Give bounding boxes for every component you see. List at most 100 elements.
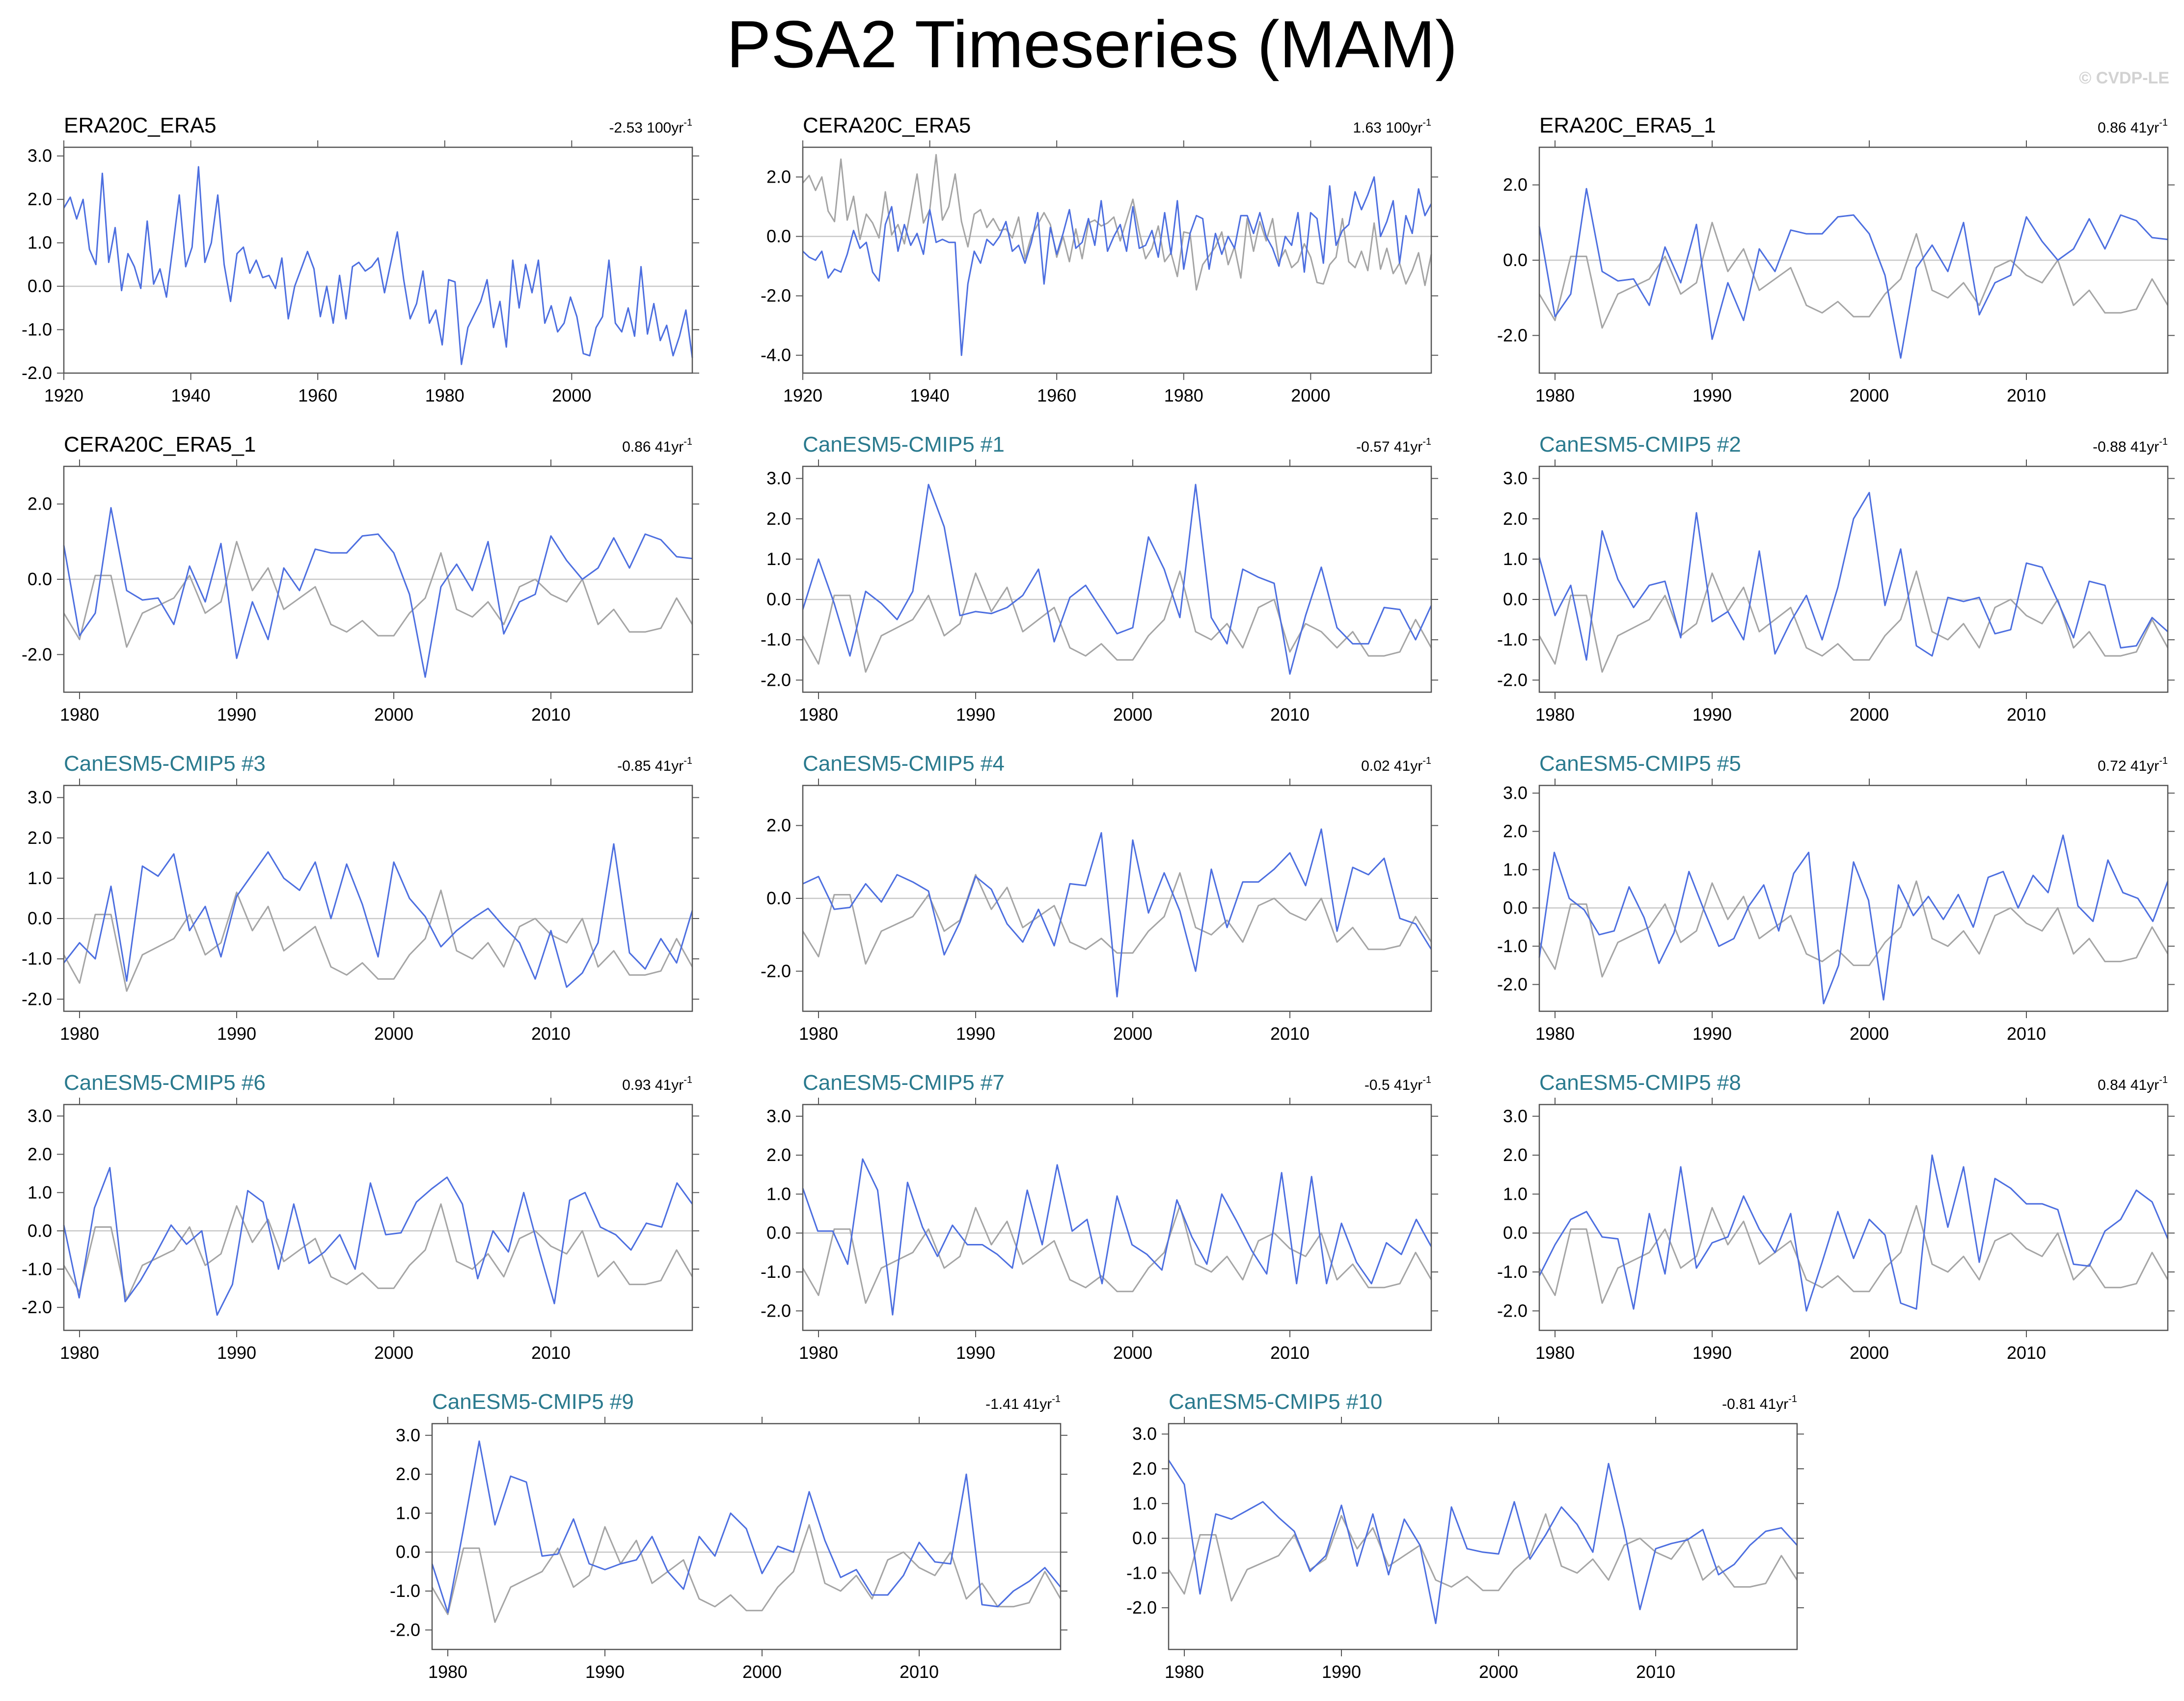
x-tick-label: 2010: [900, 1662, 939, 1682]
x-tick-label: 2000: [1850, 1024, 1889, 1044]
x-tick-label: 1980: [799, 704, 838, 725]
x-tick-label: 2000: [374, 1343, 413, 1363]
y-tick-label: 2.0: [766, 815, 791, 836]
plot-frame: [1538, 465, 2169, 693]
plot-frame: [1538, 784, 2169, 1012]
trend-label: -1.41 41yr-1: [985, 1394, 1061, 1412]
y-tick-label: 0.0: [1503, 897, 1528, 918]
x-tick-label: 1980: [799, 1024, 838, 1044]
observations-line: [1538, 570, 2169, 673]
y-tick-label: -2.0: [1497, 974, 1528, 994]
y-tick-label: -2.0: [761, 1300, 791, 1321]
y-tick-label: 2.0: [396, 1464, 420, 1484]
panel-14: CanESM5-CMIP5 #10 -0.81 41yr-1 3.0 2.0 1.0 0.…: [1126, 1390, 1804, 1682]
y-tick-label: -2.0: [22, 989, 52, 1009]
member-line: [63, 1167, 693, 1316]
trend-label: 0.72 41yr-1: [2098, 756, 2168, 774]
y-tick-label: 3.0: [27, 146, 52, 166]
y-tick-label: 3.0: [1503, 783, 1528, 803]
panel-title: CanESM5-CMIP5 #7: [803, 1071, 1005, 1095]
x-tick-label: 1990: [1322, 1662, 1361, 1682]
x-tick-label: 1980: [60, 704, 99, 725]
x-tick-label: 1990: [1693, 704, 1732, 725]
y-tick-label: 0.0: [27, 908, 52, 928]
y-tick-label: 2.0: [27, 494, 52, 514]
trend-label: 0.86 41yr-1: [2098, 117, 2168, 136]
x-tick-label: 1960: [1037, 385, 1076, 405]
x-tick-label: 1990: [956, 704, 995, 725]
y-tick-label: 1.0: [766, 1184, 791, 1204]
y-tick-label: 1.0: [27, 233, 52, 253]
plot-frame: [802, 1104, 1432, 1331]
y-tick-label: -1.0: [22, 1259, 52, 1279]
observations-line: [802, 154, 1432, 291]
member-line: [63, 507, 693, 678]
trend-label: -0.5 41yr-1: [1365, 1075, 1431, 1093]
panel-12: CanESM5-CMIP5 #8 0.84 41yr-1 3.0 2.0 1.0 0.0 -…: [1497, 1071, 2175, 1363]
plot-frame: [1538, 1104, 2169, 1331]
x-tick-label: 1990: [956, 1343, 995, 1363]
member-line: [63, 166, 693, 365]
trend-label: 0.84 41yr-1: [2098, 1075, 2168, 1093]
observations-line: [63, 540, 693, 648]
x-tick-label: 2000: [742, 1662, 782, 1682]
y-tick-label: -2.0: [1497, 670, 1528, 690]
y-tick-label: 1.0: [766, 549, 791, 569]
member-line: [1538, 188, 2168, 359]
y-tick-label: 3.0: [27, 1106, 52, 1126]
y-tick-label: 0.0: [1503, 250, 1528, 270]
panel-5: CanESM5-CMIP5 #1 -0.57 41yr-1 3.0 2.0 1.0 0.0…: [761, 432, 1438, 725]
x-tick-label: 2010: [2007, 1343, 2046, 1363]
y-tick-label: 0.0: [27, 1220, 52, 1241]
y-tick-label: 1.0: [27, 1182, 52, 1202]
y-tick-label: 3.0: [766, 468, 791, 488]
x-tick-label: 1920: [783, 385, 822, 405]
x-tick-label: 1990: [1693, 385, 1732, 405]
panel-title: CanESM5-CMIP5 #3: [64, 752, 266, 776]
y-tick-label: -1.0: [761, 629, 791, 649]
y-tick-label: -2.0: [761, 286, 791, 306]
y-tick-label: -4.0: [761, 345, 791, 365]
panel-7: CanESM5-CMIP5 #3 -0.85 41yr-1 3.0 2.0 1.0 0.0…: [22, 752, 699, 1044]
x-tick-label: 2000: [552, 385, 591, 405]
trend-label: 0.93 41yr-1: [622, 1075, 692, 1093]
x-tick-label: 1990: [585, 1662, 625, 1682]
y-tick-label: -2.0: [1497, 325, 1528, 345]
y-tick-label: 1.0: [1132, 1493, 1157, 1513]
x-tick-label: 2000: [1479, 1662, 1518, 1682]
x-tick-label: 2010: [1270, 704, 1310, 725]
y-tick-label: 0.0: [396, 1542, 420, 1562]
observations-line: [1538, 221, 2169, 329]
x-tick-label: 1990: [217, 1024, 256, 1044]
y-tick-label: 1.0: [396, 1503, 420, 1523]
x-tick-label: 2000: [1850, 1343, 1889, 1363]
x-tick-label: 2000: [1113, 704, 1152, 725]
panel-9: CanESM5-CMIP5 #5 0.72 41yr-1 3.0 2.0 1.0 0.0 -…: [1497, 752, 2175, 1044]
x-tick-label: 2000: [1850, 385, 1889, 405]
x-tick-label: 2000: [1850, 704, 1889, 725]
panel-title: CERA20C_ERA5: [803, 113, 971, 137]
member-line: [802, 1158, 1432, 1316]
x-tick-label: 1940: [910, 385, 950, 405]
x-tick-label: 1980: [1535, 704, 1575, 725]
page-title: PSA2 Timeseries (MAM): [726, 7, 1458, 81]
y-tick-label: 1.0: [27, 868, 52, 888]
observations-line: [1538, 880, 2169, 978]
observations-line: [802, 872, 1432, 965]
x-tick-label: 1960: [298, 385, 337, 405]
y-tick-label: -1.0: [390, 1581, 420, 1601]
observations-line: [63, 890, 693, 992]
plot-frame: [802, 146, 1432, 374]
y-tick-label: 3.0: [766, 1106, 791, 1126]
trend-label: -0.81 41yr-1: [1722, 1394, 1797, 1412]
panel-2: CERA20C_ERA5 1.63 100yr-1 2.0 0.0 -2.0 -4.0 19…: [761, 113, 1438, 405]
x-tick-label: 1990: [956, 1024, 995, 1044]
panel-title: CERA20C_ERA5_1: [64, 432, 256, 457]
y-tick-label: 2.0: [27, 189, 52, 209]
member-line: [802, 828, 1432, 998]
y-tick-label: 3.0: [396, 1425, 420, 1445]
trend-label: -0.85 41yr-1: [617, 756, 692, 774]
x-tick-label: 2000: [374, 704, 413, 725]
x-tick-label: 2010: [2007, 1024, 2046, 1044]
